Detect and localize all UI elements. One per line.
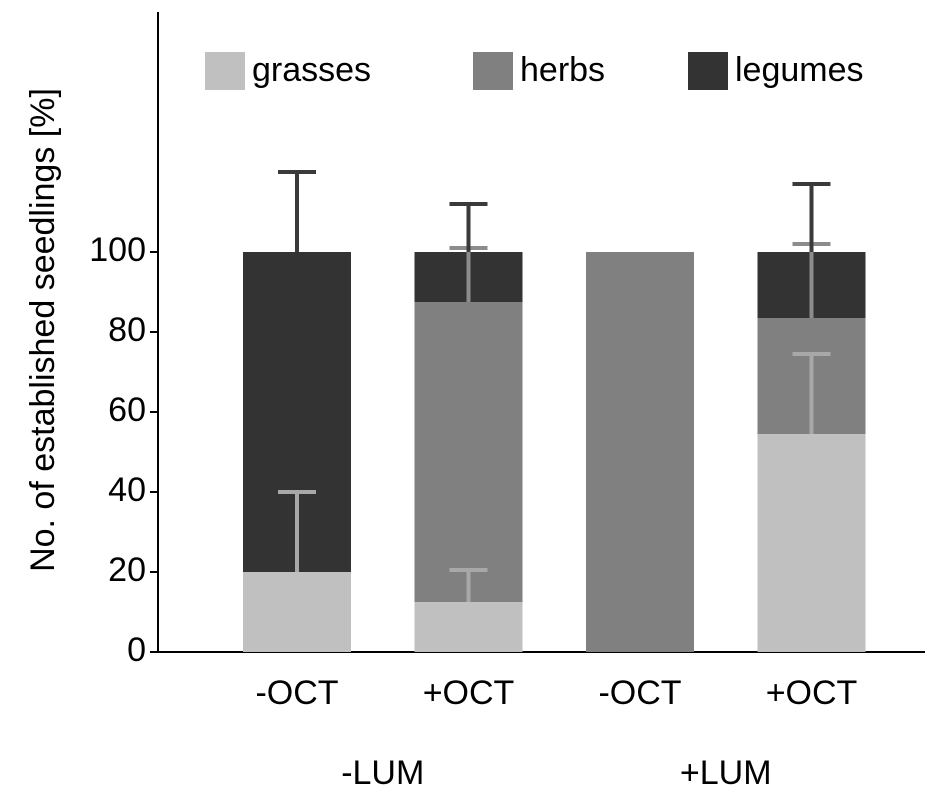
y-axis-label: No. of established seedlings [%] [24,88,62,572]
bar-segment [414,302,523,602]
x-tick-label: -OCT [255,674,338,712]
legend-swatch [688,52,728,90]
legend-swatch [205,52,245,90]
bar-segment [757,434,866,652]
legend-label: legumes [735,51,864,89]
x-tick-label: +OCT [766,674,858,712]
bar-segment [243,572,351,652]
x-tick-label: +OCT [423,674,515,712]
y-tick-label: 80 [108,311,146,349]
y-tick-label: 20 [108,551,146,589]
group-label: +LUM [680,754,772,792]
legend-label: grasses [252,51,371,89]
y-tick-label: 60 [108,391,146,429]
y-tick-label: 40 [108,471,146,509]
legend-label: herbs [520,51,605,89]
bar-segment [586,252,694,652]
bar-segment [414,602,523,652]
y-tick-label: 0 [127,631,146,669]
y-tick-label: 100 [89,231,146,269]
x-tick-label: -OCT [598,674,681,712]
group-label: -LUM [341,754,424,792]
legend-swatch [473,52,513,90]
